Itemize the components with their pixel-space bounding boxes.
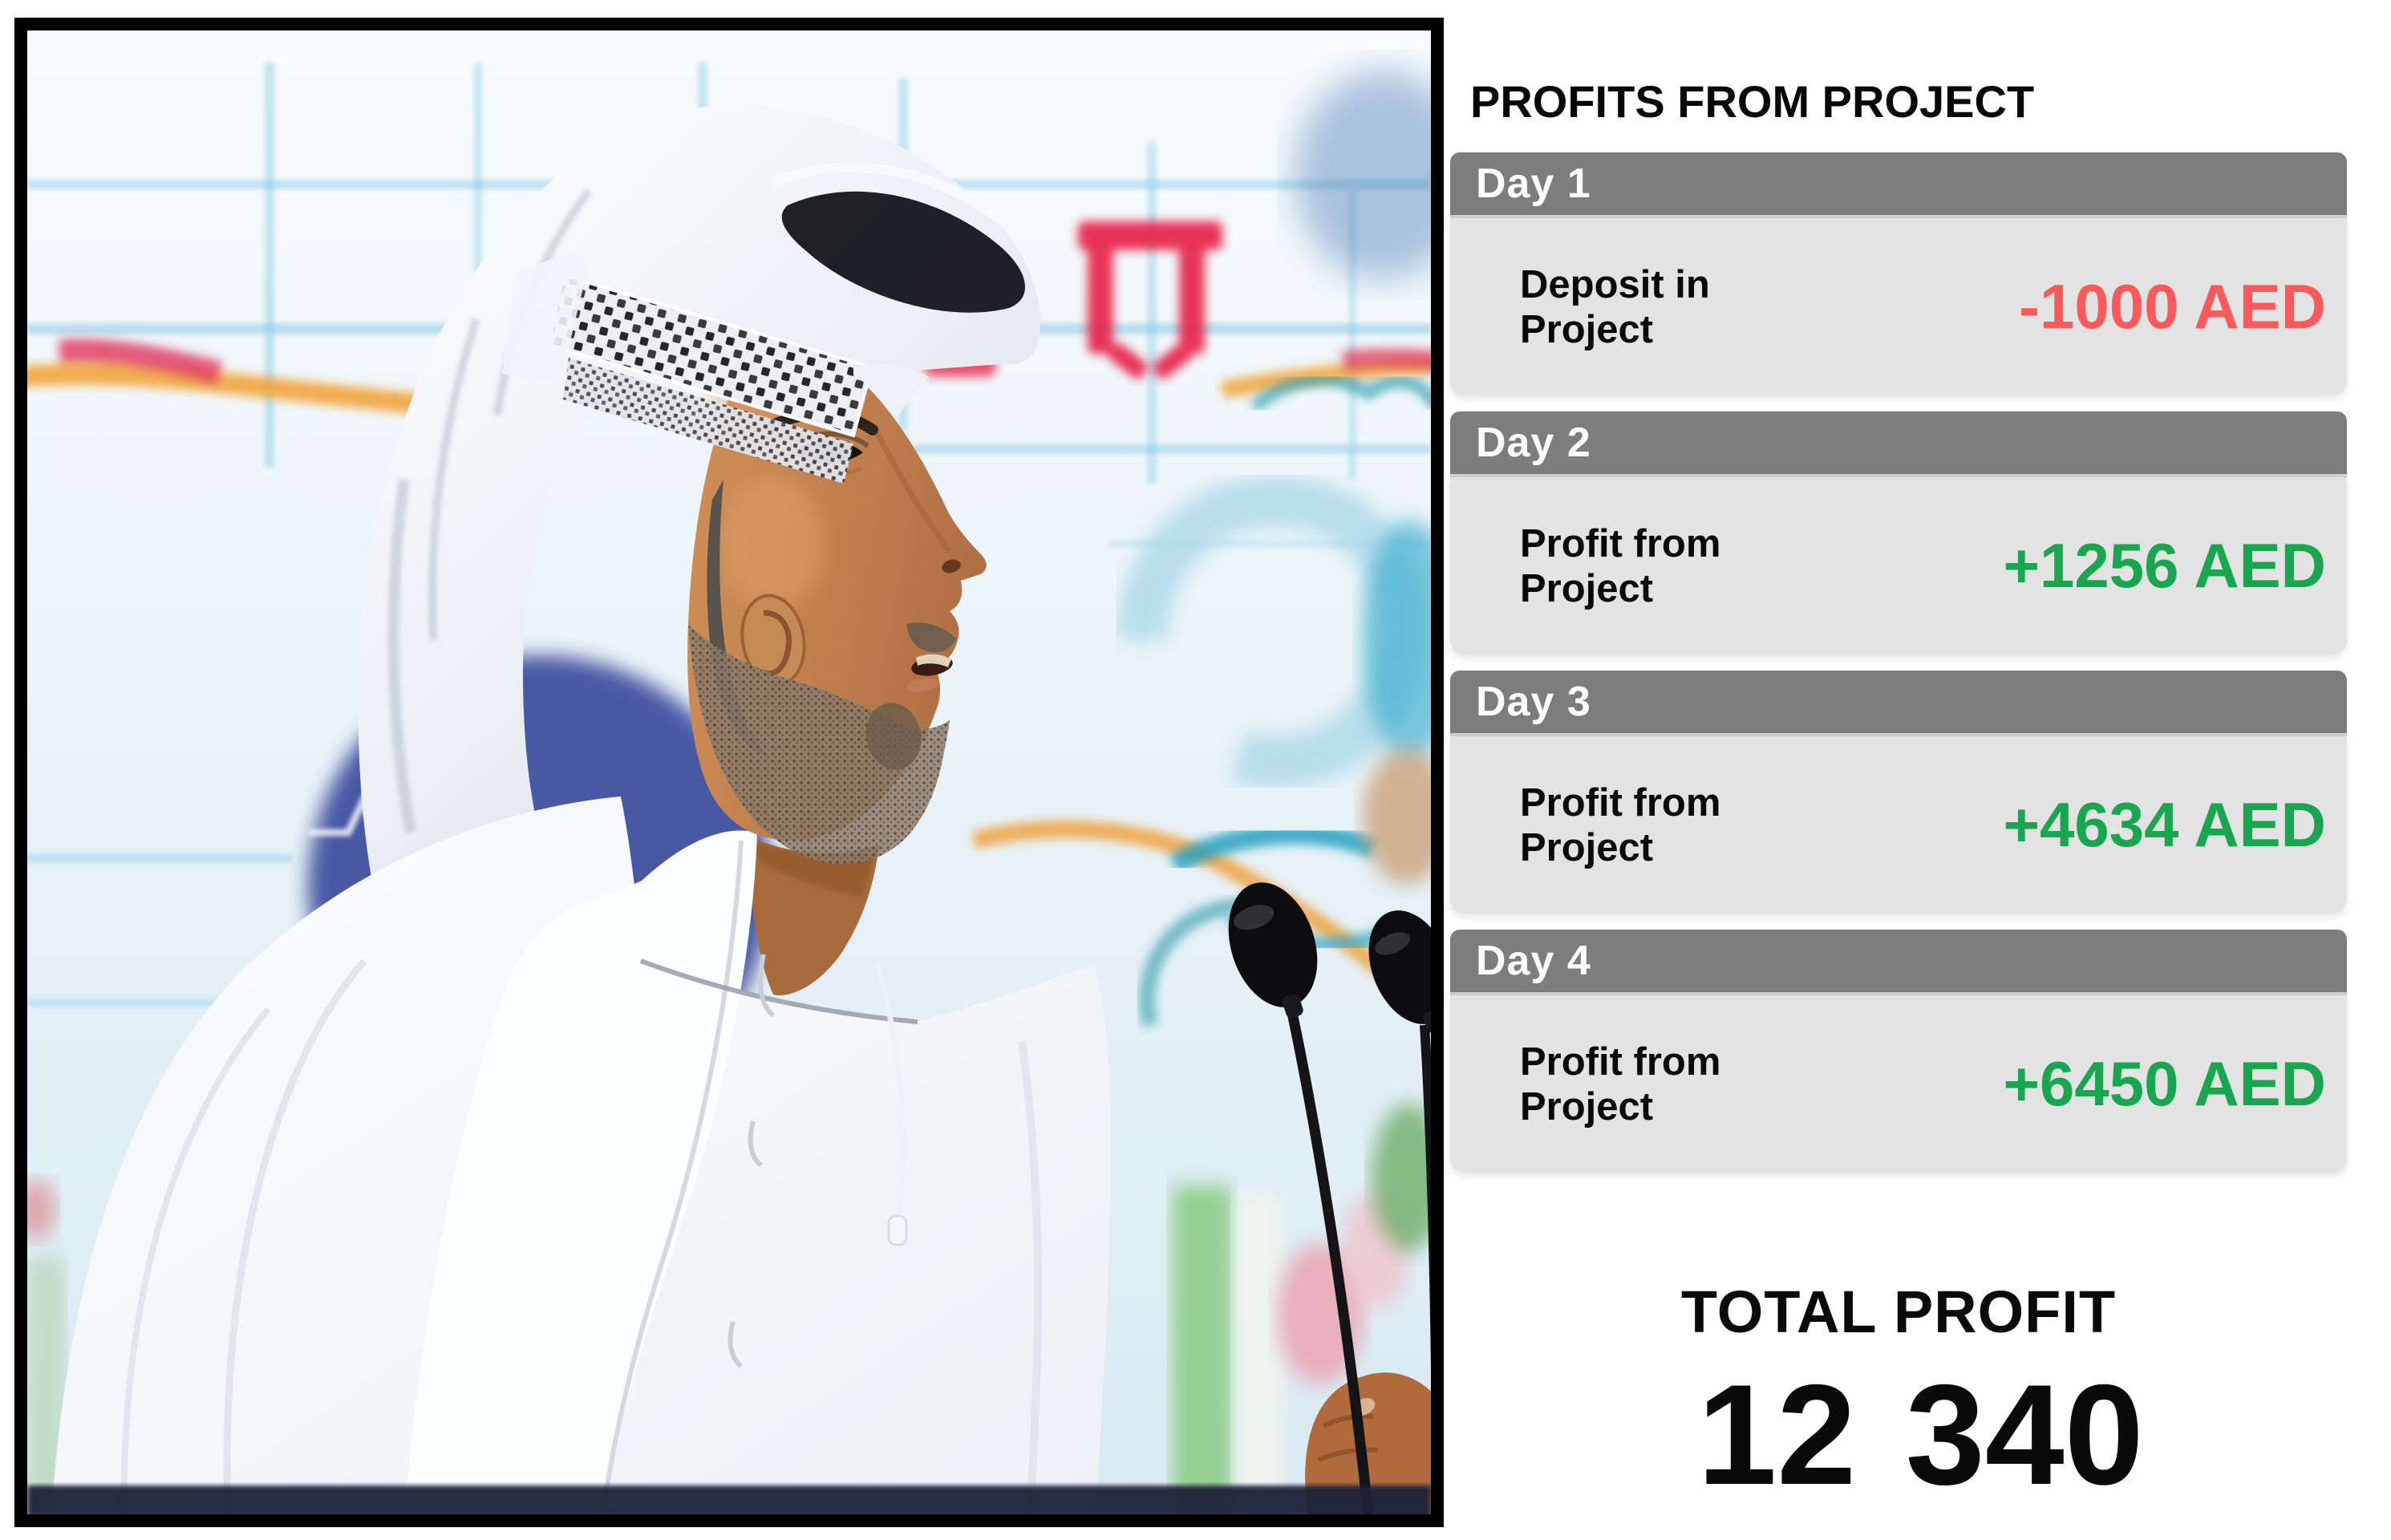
fist bbox=[1305, 1372, 1431, 1514]
nostril bbox=[942, 559, 961, 573]
total-profit-label: TOTAL PROFIT bbox=[1680, 1279, 2117, 1345]
microphone-2-head bbox=[1368, 910, 1431, 1033]
ghutra-chest-drape bbox=[404, 830, 757, 1514]
transaction-label: Profit from Project bbox=[1520, 521, 1720, 611]
panel-title: PROFITS FROM PROJECT bbox=[1470, 76, 2035, 127]
teeth bbox=[916, 654, 951, 667]
chin-beard-patch bbox=[865, 703, 922, 770]
transaction-label-line1: Profit from bbox=[1520, 780, 1721, 825]
left-red-blob bbox=[27, 1179, 56, 1240]
transaction-label-line1: Profit from bbox=[1520, 521, 1721, 565]
beard-texture bbox=[688, 624, 950, 865]
kandura-loops bbox=[727, 954, 776, 1368]
transaction-label-line1: Deposit in bbox=[1520, 262, 1710, 306]
knuckle-line bbox=[1317, 1447, 1379, 1462]
transaction-label-line2: Project bbox=[1520, 1084, 1654, 1129]
cheek-highlight bbox=[721, 476, 825, 612]
day-label: Day 4 bbox=[1476, 938, 1591, 984]
speaker-photo bbox=[27, 30, 1431, 1514]
day-card-2-body: Profit from Project +1256 AED bbox=[1450, 477, 2347, 654]
transaction-label-line2: Project bbox=[1520, 566, 1654, 610]
ear-inner bbox=[762, 610, 792, 677]
bottom-right-blur bbox=[1173, 748, 1431, 1514]
day-card-4-body: Profit from Project +6450 AED bbox=[1450, 995, 2347, 1173]
collar-piping bbox=[639, 958, 918, 1024]
lower-lip bbox=[906, 678, 938, 692]
transaction-amount: +4634 AED bbox=[2003, 789, 2326, 860]
transaction-label-line2: Project bbox=[1520, 307, 1654, 351]
teal-scribbles bbox=[1116, 373, 1431, 1027]
day-card-4-header: Day 4 bbox=[1450, 930, 2347, 995]
day-card-3-header: Day 3 bbox=[1450, 671, 2347, 736]
transaction-label-line2: Project bbox=[1520, 825, 1654, 869]
blue-smudge bbox=[1295, 71, 1431, 279]
microphone-1-head bbox=[1228, 882, 1318, 1018]
day-card-3-body: Profit from Project +4634 AED bbox=[1450, 736, 2347, 914]
transaction-label: Profit from Project bbox=[1520, 780, 1720, 870]
tassel-cord bbox=[874, 964, 906, 1218]
ghutra-top-fold-highlight bbox=[771, 162, 1015, 233]
transaction-label-line1: Profit from bbox=[1520, 1040, 1721, 1084]
ghutra-dark-fold bbox=[781, 191, 1026, 313]
transaction-label: Profit from Project bbox=[1520, 1040, 1720, 1129]
total-profit-value: 12 340 bbox=[1697, 1355, 2144, 1514]
mustache bbox=[906, 622, 956, 653]
transaction-amount: +1256 AED bbox=[2003, 530, 2326, 601]
microphone-1-stem bbox=[1285, 1003, 1374, 1514]
speaker bbox=[51, 104, 1112, 1514]
microphone-2-stem bbox=[1420, 1024, 1431, 1368]
day-card-1-body: Deposit in Project -1000 AED bbox=[1450, 218, 2347, 395]
day-card-1-header: Day 1 bbox=[1450, 152, 2347, 218]
tassel bbox=[887, 1214, 908, 1246]
robe-folds bbox=[120, 958, 1043, 1514]
day-card-4: Day 4 Profit from Project +6450 AED bbox=[1450, 930, 2347, 1173]
day-card-1: Day 1 Deposit in Project -1000 AED bbox=[1450, 152, 2347, 395]
ghutra-mesh-band-lower bbox=[563, 358, 853, 484]
ghutra-tip-over-band bbox=[853, 363, 929, 419]
ghutra-fold-left-of-band bbox=[502, 245, 594, 383]
knuckle-line bbox=[1322, 1413, 1374, 1429]
day-label: Day 2 bbox=[1476, 419, 1591, 466]
day-card-2-header: Day 2 bbox=[1450, 411, 2347, 477]
photo-frame bbox=[14, 18, 1444, 1527]
nose-line bbox=[874, 432, 952, 554]
chest-drape-edge bbox=[601, 840, 744, 1514]
day-card-3: Day 3 Profit from Project +4634 AED bbox=[1450, 671, 2347, 914]
day-label: Day 1 bbox=[1476, 160, 1591, 207]
transaction-label: Deposit in Project bbox=[1520, 262, 1710, 352]
transaction-amount: -1000 AED bbox=[2019, 271, 2326, 342]
bottom-dark-strip bbox=[27, 1485, 1431, 1514]
microphones bbox=[1228, 882, 1431, 1514]
day-card-2: Day 2 Profit from Project +1256 AED bbox=[1450, 411, 2347, 654]
day-label: Day 3 bbox=[1476, 679, 1591, 725]
transaction-amount: +6450 AED bbox=[2003, 1048, 2326, 1119]
